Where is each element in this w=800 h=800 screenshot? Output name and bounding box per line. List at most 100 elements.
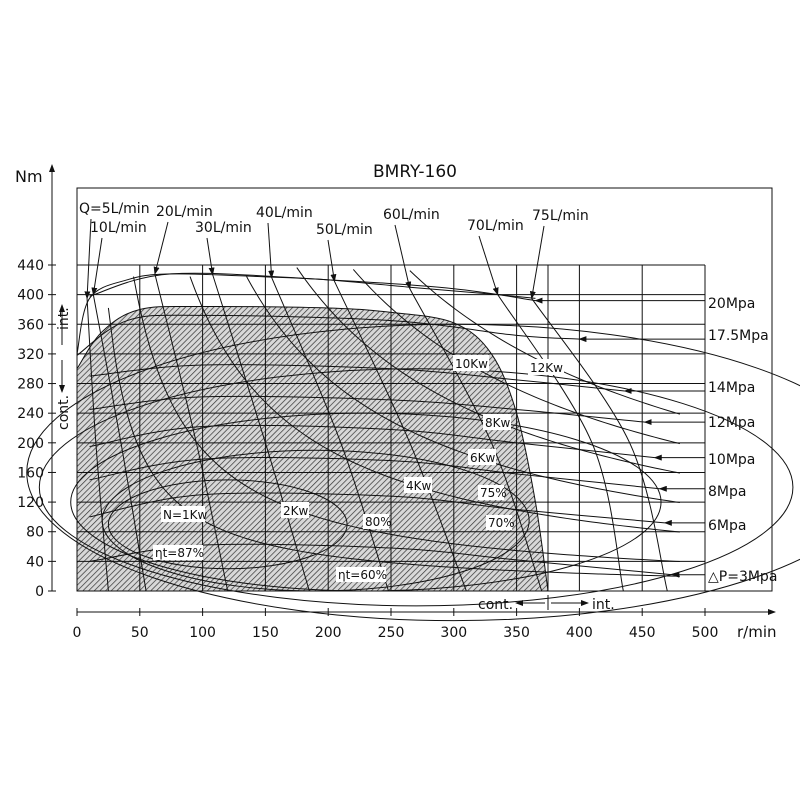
x-tick-label: 500 (692, 625, 719, 641)
pressure-curve (89, 272, 536, 302)
efficiency-contour (70, 412, 662, 592)
flow-curve (334, 281, 467, 592)
flow-curve (92, 294, 147, 592)
power-label: 4Kw (406, 479, 432, 493)
power-label-bg (161, 506, 205, 522)
y-tick-label: 400 (17, 288, 44, 304)
y-tick-label: 80 (26, 525, 44, 541)
x-tick-label: 300 (440, 625, 467, 641)
efficiency-label: ηt=60% (338, 568, 387, 582)
efficiency-label-bg (478, 485, 504, 500)
intermittent-envelope (76, 273, 536, 355)
efficiency-label-bg (336, 567, 386, 582)
efficiency-label-bg (486, 515, 512, 530)
pressure-label: 10Mpa (708, 452, 755, 468)
pressure-curve (76, 314, 580, 356)
power-label: 8Kw (485, 416, 511, 430)
x-tick-label: 450 (629, 625, 656, 641)
flow-label: 10L/min (90, 220, 147, 236)
pressure-label: 20Mpa (708, 296, 755, 312)
x-tick-label: 250 (378, 625, 405, 641)
efficiency-contour (101, 449, 530, 592)
flow-leader-arrow (529, 225, 545, 300)
power-label-bg (483, 414, 511, 430)
x-tick-label: 0 (73, 625, 82, 641)
flow-leader-arrow (91, 237, 103, 296)
pressure-label: 12Mpa (708, 415, 755, 431)
int-label-x: int. (592, 597, 615, 613)
pressure-label: 8Mpa (708, 484, 746, 500)
flow-curve (409, 288, 543, 592)
y-tick-label: 240 (17, 406, 44, 422)
power-label-bg (281, 502, 309, 518)
flow-leader-arrow (267, 222, 275, 279)
flow-leader-arrow (206, 237, 215, 276)
flow-curve (212, 274, 310, 592)
pressure-curve (89, 457, 660, 490)
power-label: 2Kw (283, 504, 309, 518)
power-label: 12Kw (530, 361, 563, 375)
x-tick-label: 350 (503, 625, 530, 641)
x-tick-label: 200 (315, 625, 342, 641)
power-curve (133, 276, 680, 563)
x-axis-label: r/min (737, 623, 777, 641)
pressure-label: 6Mpa (708, 518, 746, 534)
efficiency-label: 80% (365, 515, 392, 529)
power-label-bg (528, 359, 564, 375)
efficiency-label: 75% (480, 486, 507, 500)
pressure-label: 17.5Mpa (708, 328, 769, 344)
y-tick-label: 320 (17, 347, 44, 363)
flow-label: 75L/min (532, 208, 589, 224)
efficiency-contour (107, 479, 348, 570)
power-curve (352, 269, 681, 445)
flow-curve (531, 298, 668, 592)
efficiency-label: 70% (488, 516, 515, 530)
chart-title: BMRY-160 (373, 162, 457, 182)
y-tick-label: 360 (17, 317, 44, 333)
y-tick-label: 0 (35, 584, 44, 600)
flow-label: 50L/min (316, 222, 373, 238)
power-label: N=1Kw (163, 508, 208, 522)
continuous-duty-region (76, 305, 549, 592)
flow-leader-arrow (478, 235, 499, 296)
cont-label-x: cont. (478, 597, 513, 613)
y-tick-label: 440 (17, 258, 44, 274)
efficiency-contour (38, 368, 794, 607)
flow-label: 70L/min (467, 218, 524, 234)
power-label: 10Kw (455, 357, 488, 371)
flow-curve (86, 298, 109, 592)
power-label-bg (468, 449, 496, 465)
power-curve (189, 276, 680, 533)
pressure-curve (89, 424, 655, 459)
flow-leader-arrow (84, 218, 92, 300)
pressure-label: 14Mpa (708, 380, 755, 396)
flow-label: 30L/min (195, 220, 252, 236)
flow-label: Q=5L/min (79, 201, 150, 217)
x-tick-label: 400 (566, 625, 593, 641)
y-tick-label: 160 (17, 465, 44, 481)
efficiency-label-bg (363, 514, 389, 529)
y-axis-label: Nm (15, 167, 43, 186)
cont-label-y: cont. (56, 395, 72, 430)
power-label-bg (404, 477, 432, 493)
x-tick-label: 50 (131, 625, 149, 641)
flow-label: 40L/min (256, 205, 313, 221)
flow-leader-arrow (394, 224, 412, 290)
y-tick-label: 200 (17, 436, 44, 452)
flow-label: 20L/min (156, 204, 213, 220)
x-tick-label: 100 (189, 625, 216, 641)
pressure-curve (89, 492, 665, 524)
efficiency-label-bg (153, 545, 203, 560)
x-tick-label: 150 (252, 625, 279, 641)
efficiency-label: ηt=87% (155, 546, 204, 560)
y-tick-label: 40 (26, 554, 44, 570)
y-tick-label: 280 (17, 377, 44, 393)
flow-curve (271, 277, 389, 592)
y-tick-label: 120 (17, 495, 44, 511)
flow-curve (497, 294, 624, 592)
power-label: 6Kw (470, 451, 496, 465)
flow-label: 60L/min (383, 207, 440, 223)
flow-leader-arrow (327, 239, 337, 283)
pressure-label: △P=3Mpa (708, 569, 777, 585)
